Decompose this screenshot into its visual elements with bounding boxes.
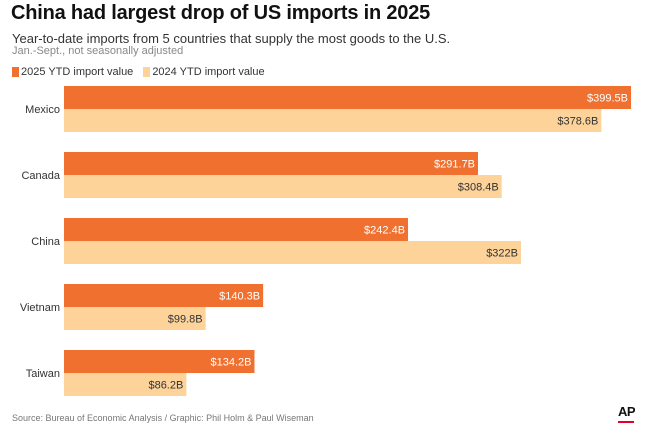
bar-2025-canada bbox=[64, 152, 479, 175]
ap-logo-underline bbox=[618, 421, 634, 423]
legend-item-2024: 2024 YTD import value bbox=[143, 66, 265, 78]
legend-swatch-2025 bbox=[12, 67, 19, 77]
bar-2025-vietnam bbox=[64, 284, 264, 307]
legend-swatch-2024 bbox=[143, 67, 151, 77]
ap-logo: AP bbox=[618, 404, 636, 419]
bar-label-2024-vietnam: $99.8B bbox=[168, 314, 203, 326]
bar-label-2024-taiwan: $86.2B bbox=[148, 380, 183, 392]
bar-2025-china bbox=[64, 218, 409, 241]
chart-subtitle: Year-to-date imports from 5 countries th… bbox=[12, 31, 451, 46]
legend-label-2024: 2024 YTD import value bbox=[152, 66, 265, 78]
bar-label-2025-vietnam: $140.3B bbox=[219, 291, 260, 303]
bar-label-2024-china: $322B bbox=[486, 248, 518, 260]
legend-item-2025: 2025 YTD import value bbox=[12, 66, 133, 78]
category-label-vietnam: Vietnam bbox=[20, 302, 60, 314]
source-note: Source: Bureau of Economic Analysis / Gr… bbox=[12, 413, 314, 423]
bar-2024-taiwan bbox=[64, 373, 187, 396]
bar-2024-canada bbox=[64, 175, 502, 198]
bar-chart: Mexico $399.5B $378.6B Canada $291.7B $308.4B… bbox=[20, 86, 631, 396]
bar-2025-mexico bbox=[64, 86, 631, 109]
bar-label-2025-china: $242.4B bbox=[364, 225, 405, 237]
category-label-taiwan: Taiwan bbox=[26, 368, 60, 380]
bar-2024-china bbox=[64, 241, 522, 264]
bar-label-2025-canada: $291.7B bbox=[434, 159, 475, 171]
bar-2024-mexico bbox=[64, 109, 602, 132]
bar-2024-vietnam bbox=[64, 307, 206, 330]
category-label-mexico: Mexico bbox=[25, 104, 60, 116]
category-label-canada: Canada bbox=[21, 170, 60, 182]
category-label-china: China bbox=[31, 236, 61, 248]
chart-note: Jan.-Sept., not seasonally adjusted bbox=[12, 45, 184, 57]
legend-label-2025: 2025 YTD import value bbox=[21, 66, 134, 78]
bar-label-2024-canada: $308.4B bbox=[458, 182, 499, 194]
bar-2025-taiwan bbox=[64, 350, 255, 373]
chart-title: China had largest drop of US imports in … bbox=[11, 2, 431, 24]
bar-label-2025-taiwan: $134.2B bbox=[210, 357, 251, 369]
bar-label-2024-mexico: $378.6B bbox=[557, 116, 598, 128]
bar-label-2025-mexico: $399.5B bbox=[587, 93, 628, 105]
legend: 2025 YTD import value 2024 YTD import va… bbox=[12, 66, 275, 78]
